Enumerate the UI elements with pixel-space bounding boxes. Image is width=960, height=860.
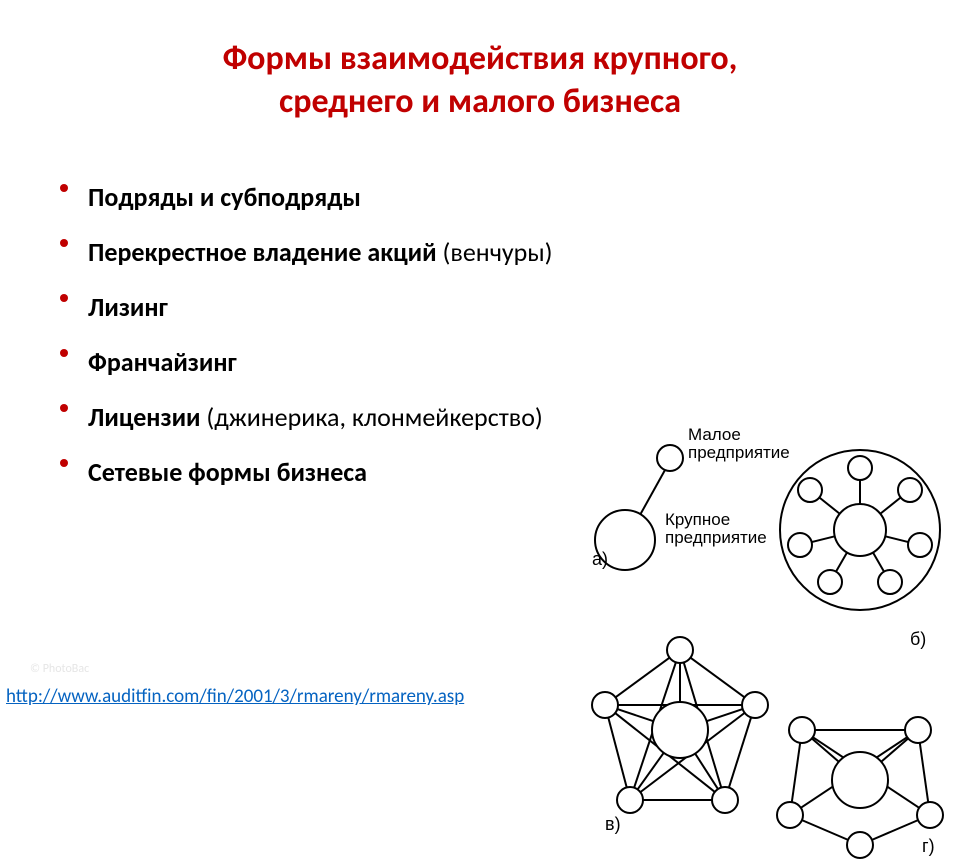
item-paren: (джинерика, клонмейкерство) [206, 401, 542, 433]
label-b: б) [910, 629, 926, 649]
big-enterprise [834, 504, 886, 556]
small-enterprise [878, 570, 902, 594]
item-bold: Лицензии [88, 401, 201, 433]
edge [695, 754, 718, 790]
small-enterprise [847, 832, 873, 858]
label-g: г) [922, 836, 935, 856]
label-small-1: Малое [688, 425, 741, 444]
edge [872, 820, 918, 840]
small-enterprise [788, 533, 812, 557]
content-area: Подряды и субподряды Перекрестное владени… [0, 170, 960, 670]
item-bold: Подряды и субподряды [88, 181, 361, 213]
label-a: а) [592, 549, 608, 569]
bullet-icon [60, 459, 68, 467]
slide-title: Формы взаимодействия крупного, среднего … [0, 0, 960, 133]
small-enterprise [592, 692, 618, 718]
item-bold: Сетевые формы бизнеса [88, 456, 367, 488]
item-paren: (венчуры) [443, 236, 553, 268]
list-item: Сетевые формы бизнеса [60, 445, 580, 500]
big-enterprise [652, 702, 708, 758]
small-enterprise [908, 533, 932, 557]
forms-list: Подряды и субподряды Перекрестное владени… [0, 170, 580, 501]
small-enterprise [848, 456, 872, 480]
small-enterprise [617, 787, 643, 813]
edge [920, 743, 928, 802]
small-enterprise [798, 478, 822, 502]
edge [640, 470, 665, 515]
edge [802, 820, 848, 840]
edge [690, 658, 744, 698]
edge [792, 743, 800, 802]
small-enterprise [789, 717, 815, 743]
list-item: Лизинг [60, 280, 580, 335]
network-diagrams: а)МалоепредприятиеКрупноепредприятиеб)в)… [570, 420, 950, 850]
small-enterprise [917, 802, 943, 828]
edge [729, 717, 751, 787]
item-bold: Перекрестное владение акций [88, 236, 437, 268]
edge [812, 738, 839, 761]
edge [615, 658, 669, 698]
label-small-2: предприятие [688, 443, 790, 462]
small-enterprise [712, 787, 738, 813]
item-bold: Франчайзинг [88, 346, 237, 378]
list-item: Подряды и субподряды [60, 170, 580, 225]
source-link[interactable]: http://www.auditfin.com/fin/2001/3/rmare… [6, 685, 464, 708]
item-bold: Лизинг [88, 291, 168, 323]
small-enterprise [898, 478, 922, 502]
small-enterprise [777, 802, 803, 828]
bullet-icon [60, 294, 68, 302]
edge [608, 718, 626, 788]
title-line-2: среднего и малого бизнеса [279, 81, 681, 122]
label-v: в) [605, 814, 621, 834]
small-enterprise [657, 445, 683, 471]
small-enterprise [667, 637, 693, 663]
small-enterprise [742, 692, 768, 718]
small-enterprise [905, 717, 931, 743]
watermark: © PhotoBac [30, 662, 89, 676]
big-enterprise [832, 752, 888, 808]
small-enterprise [818, 570, 842, 594]
label-big-2: предприятие [665, 528, 767, 547]
bullet-icon [60, 349, 68, 357]
bullet-icon [60, 404, 68, 412]
bullet-icon [60, 184, 68, 192]
list-item: Перекрестное владение акций (венчуры) [60, 225, 580, 280]
bullet-icon [60, 239, 68, 247]
title-line-1: Формы взаимодействия крупного, [223, 38, 738, 79]
edge [881, 738, 908, 761]
list-item: Лицензии (джинерика, клонмейкерство) [60, 390, 580, 445]
label-big-1: Крупное [665, 510, 730, 529]
list-item: Франчайзинг [60, 335, 580, 390]
